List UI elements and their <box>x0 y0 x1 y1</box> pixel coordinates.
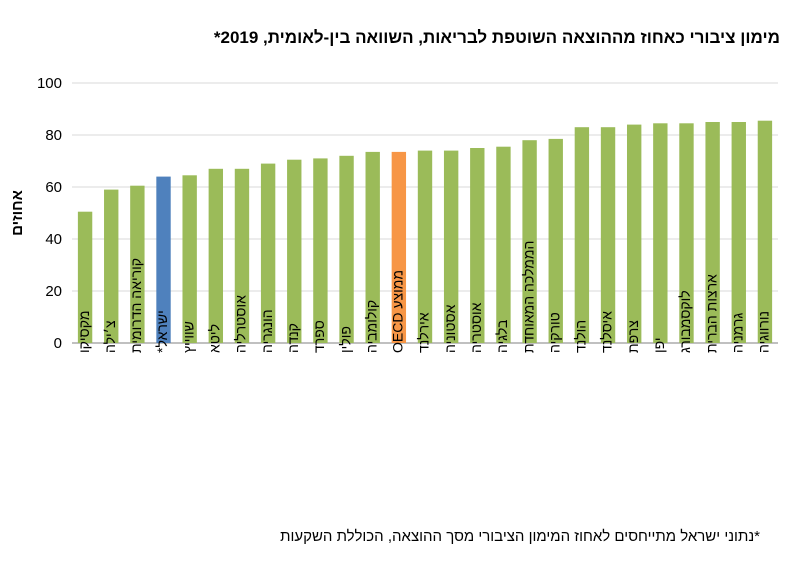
x-tick-label: הונגריה <box>259 309 275 353</box>
bar <box>77 211 93 343</box>
bar <box>470 148 485 343</box>
bar <box>234 168 250 343</box>
bar <box>287 159 302 343</box>
x-tick-label: ליטא <box>207 324 223 353</box>
x-tick-label: לוקסמבורג <box>677 290 693 353</box>
bar <box>104 189 119 343</box>
y-tick-label: 20 <box>45 283 62 300</box>
x-tick-label: גרמניה <box>729 313 745 353</box>
x-tick-label: ארצות הברית <box>703 274 719 353</box>
x-tick-label: אוסטריה <box>468 302 484 353</box>
bar <box>182 175 197 343</box>
x-tick-label: מקסיקו <box>76 311 92 353</box>
bar <box>522 140 537 343</box>
x-tick-label: הממלכה המאוחדת <box>520 241 536 353</box>
x-tick-label: בלגיה <box>494 320 510 353</box>
bar <box>260 163 276 343</box>
bar <box>156 176 171 343</box>
bar <box>496 146 511 343</box>
footnote: *נתוני ישראל מתייחסים לאחוז המימון הציבו… <box>280 528 760 545</box>
x-tick-label: קוריאה הדרומית <box>128 258 144 353</box>
bar <box>130 185 145 343</box>
x-tick-label: ממוצע OECD <box>390 270 406 353</box>
bar <box>600 127 616 343</box>
x-tick-label: אירלנד <box>416 312 432 353</box>
x-tick-label: ספרד <box>311 320 327 353</box>
x-tick-label: קולומביה <box>363 300 379 353</box>
x-tick-label: איסלנד <box>599 311 615 353</box>
bar <box>313 158 328 343</box>
y-tick-label: 80 <box>45 127 62 144</box>
bar <box>208 168 224 343</box>
bar <box>731 122 746 343</box>
x-tick-label: ישראל* <box>154 310 170 353</box>
x-tick-label: צ׳ילה <box>102 320 118 353</box>
bar <box>679 123 694 343</box>
x-tick-label: אסטוניה <box>442 304 458 353</box>
y-axis-label: אחוזים <box>9 190 26 236</box>
x-tick-label: צרפת <box>625 320 641 353</box>
y-tick-label: 100 <box>37 75 62 92</box>
bar <box>626 124 642 343</box>
bar <box>339 155 354 343</box>
bar <box>653 123 668 343</box>
bar <box>757 120 773 343</box>
x-tick-label: אוסטרליה <box>233 295 249 353</box>
bar <box>443 150 459 343</box>
x-tick-label: שווייץ <box>180 321 196 353</box>
bar <box>548 138 563 343</box>
bar <box>417 150 433 343</box>
x-tick-label: יפן <box>651 337 667 353</box>
y-tick-label: 60 <box>45 179 62 196</box>
bar <box>705 122 720 343</box>
x-tick-label: קנדה <box>285 323 301 353</box>
x-tick-label: פולין <box>337 326 353 353</box>
y-tick-label: 40 <box>45 231 62 248</box>
x-tick-label: טורקיה <box>546 312 562 353</box>
x-tick-label: נורווגיה <box>756 311 772 353</box>
bar <box>574 127 590 343</box>
x-tick-label: הולנד <box>573 320 589 353</box>
bar <box>365 151 380 343</box>
chart-title: מימון ציבורי כאחוז מההוצאה השוטפת לבריאו… <box>213 28 780 47</box>
bar <box>391 151 407 343</box>
y-tick-label: 0 <box>54 335 62 352</box>
